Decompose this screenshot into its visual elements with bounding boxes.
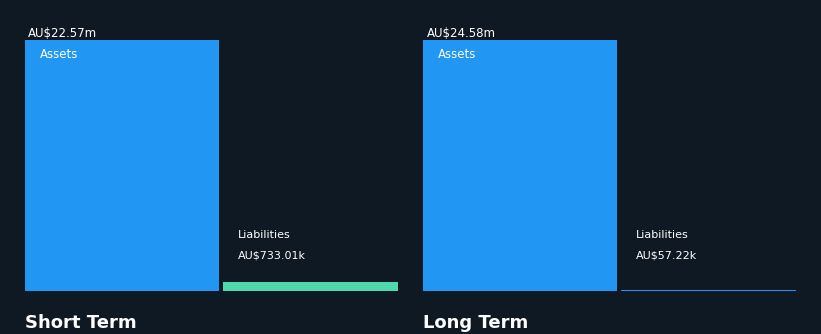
Text: Assets: Assets — [39, 47, 78, 60]
Text: AU$57.22k: AU$57.22k — [635, 250, 697, 261]
Text: AU$22.57m: AU$22.57m — [29, 27, 98, 40]
Text: Liabilities: Liabilities — [635, 230, 689, 240]
Text: Long Term: Long Term — [423, 314, 528, 332]
Text: Short Term: Short Term — [25, 314, 136, 332]
Bar — [621, 290, 796, 291]
Text: AU$24.58m: AU$24.58m — [427, 27, 496, 40]
Text: Liabilities: Liabilities — [237, 230, 291, 240]
Bar — [423, 40, 617, 291]
Text: AU$733.01k: AU$733.01k — [237, 250, 305, 261]
Bar — [25, 40, 219, 291]
Text: Assets: Assets — [438, 47, 476, 60]
Bar — [222, 283, 398, 291]
